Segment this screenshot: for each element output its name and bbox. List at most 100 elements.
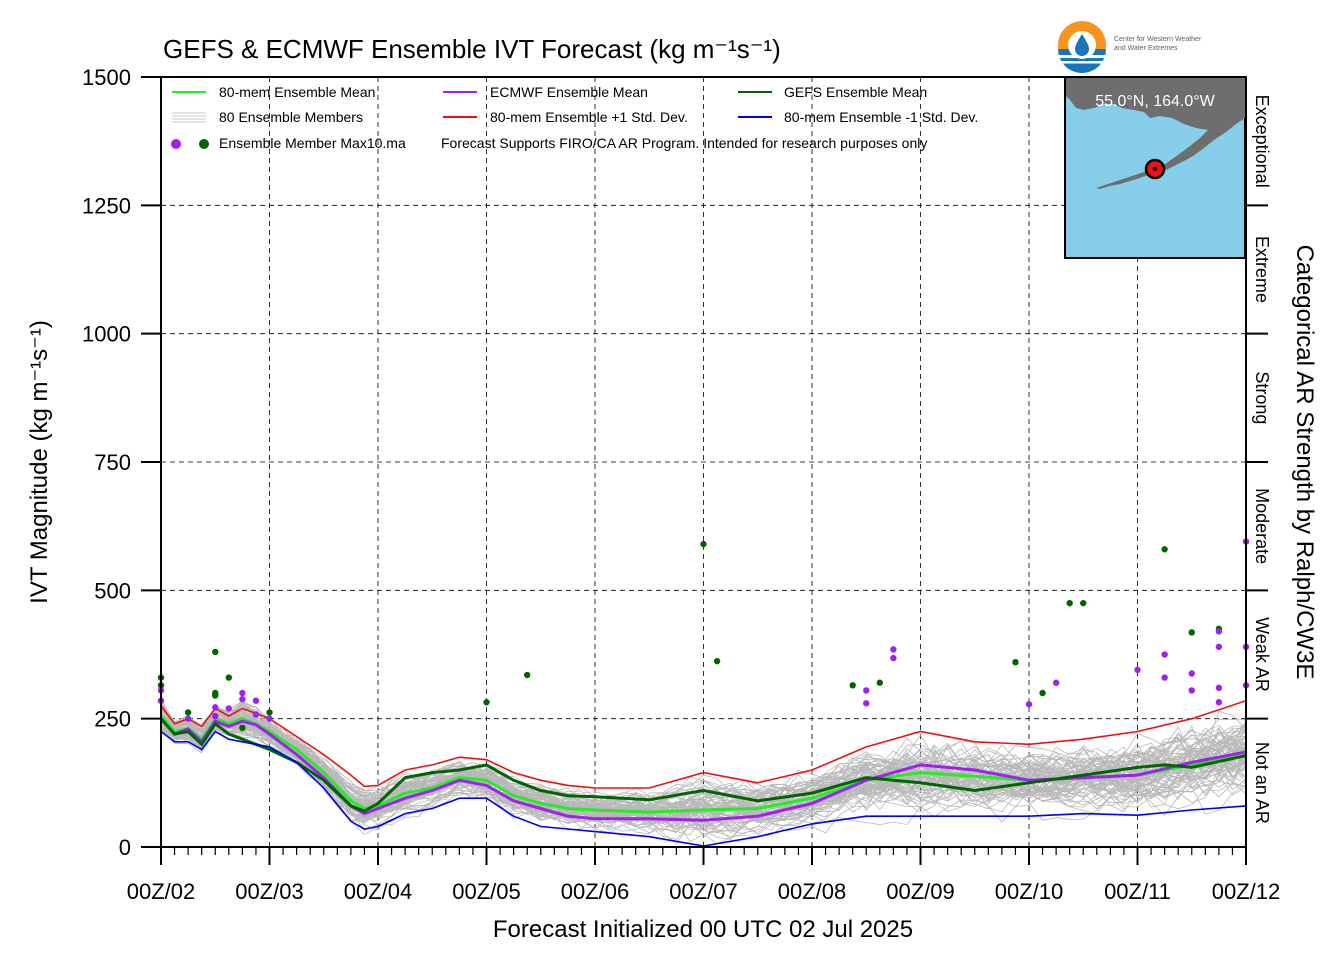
legend-disclaimer: Forecast Supports FIRO/CA AR Program. In… <box>441 135 927 151</box>
legend-label-mean80: 80-mem Ensemble Mean <box>219 84 375 100</box>
ensemble-member-line <box>161 700 1246 806</box>
member-max-point-ecmwf <box>1215 684 1223 692</box>
category-axis-label: Categorical AR Strength by Ralph/CW3E <box>1291 245 1318 680</box>
x-tick-label: 00Z/12 <box>1212 879 1281 904</box>
member-max-point-ecmwf <box>890 646 897 653</box>
map-coordinate-label: 55.0°N, 164.0°W <box>1095 93 1215 110</box>
member-max-point-gefs <box>700 540 707 548</box>
member-max-point-ecmwf <box>1161 651 1168 658</box>
member-max-point-ecmwf <box>252 711 260 718</box>
x-tick-label: 00Z/03 <box>235 879 304 904</box>
member-max-point-ecmwf <box>1052 679 1060 686</box>
member-max-point-ecmwf <box>1188 670 1195 677</box>
ensemble-member-line <box>161 722 1246 821</box>
category-label: Weak AR <box>1252 617 1272 692</box>
member-max-point-gefs <box>1161 546 1168 553</box>
member-max-point-ecmwf <box>212 704 219 711</box>
category-axis-ticks: Not an AR Weak AR Moderate Strong Extreme Exc… <box>1246 95 1272 824</box>
map-land-alaska <box>1066 78 1245 170</box>
ensemble-member-line <box>161 699 1246 816</box>
y-tick-label: 0 <box>119 835 131 860</box>
category-label: Exceptional <box>1252 95 1272 188</box>
x-tick-label: 00Z/05 <box>452 879 521 904</box>
ensemble-member-line <box>161 724 1246 831</box>
member-max-point-ecmwf <box>225 705 233 712</box>
member-max-point-ecmwf <box>1215 643 1223 650</box>
legend-label-members: 80 Ensemble Members <box>219 109 363 125</box>
member-max-point-gefs <box>849 682 856 689</box>
series-lines <box>161 699 1246 847</box>
legend-label-max10: Ensemble Member Max10.ma <box>219 135 406 151</box>
member-max-point-gefs <box>1188 629 1195 636</box>
ensemble-member-line <box>161 703 1246 815</box>
member-max-point-gefs <box>1012 659 1019 666</box>
x-tick-label: 00Z/04 <box>344 879 413 904</box>
legend-swatch-members <box>172 112 206 123</box>
y-tick-label: 1000 <box>82 322 131 347</box>
member-max-point-gefs <box>483 699 490 706</box>
ensemble-member-line <box>161 711 1246 840</box>
legend-label-gefs-mean: GEFS Ensemble Mean <box>784 84 927 100</box>
category-label: Moderate <box>1252 488 1272 564</box>
y-axis-label: IVT Magnitude (kg m⁻¹s⁻¹) <box>26 320 53 604</box>
member-max-point-ecmwf <box>239 689 246 697</box>
member-max-point-ecmwf <box>863 700 870 707</box>
grid-lines <box>161 77 1246 847</box>
ensemble-member-line <box>161 702 1246 818</box>
x-axis-label: Forecast Initialized 00 UTC 02 Jul 2025 <box>493 916 913 943</box>
member-max-point-ecmwf <box>1161 674 1168 681</box>
x-tick-label: 00Z/08 <box>778 879 847 904</box>
series-line-3 <box>161 699 1246 789</box>
legend-swatch-max-ecmwf <box>171 139 181 149</box>
x-tick-label: 00Z/06 <box>561 879 630 904</box>
category-label: Extreme <box>1252 236 1272 303</box>
legend-swatch-max-gefs <box>199 139 209 149</box>
ensemble-member-line <box>161 708 1246 829</box>
member-max-point-ecmwf <box>1134 666 1141 674</box>
y-tick-label: 750 <box>94 450 131 475</box>
member-max-point-gefs <box>266 709 273 716</box>
member-max-point-gefs <box>876 679 884 686</box>
x-tick-label: 00Z/07 <box>669 879 738 904</box>
x-tick-label: 00Z/09 <box>886 879 955 904</box>
y-axis-ticks: 0 250 500 750 1000 1250 1500 <box>82 65 161 860</box>
series-line-0 <box>161 715 1246 814</box>
category-label: Strong <box>1252 371 1272 424</box>
member-max-point-ecmwf <box>266 715 273 722</box>
series-line-4 <box>161 730 1246 847</box>
map-land-aleutians <box>1096 169 1160 189</box>
cw3e-logo: Center for Western Weather and Water Ext… <box>1058 21 1202 73</box>
y-tick-label: 500 <box>94 578 131 603</box>
member-max-point-ecmwf <box>239 695 246 703</box>
member-max-point-ecmwf <box>1215 628 1223 635</box>
x-tick-label: 00Z/02 <box>127 879 196 904</box>
ensemble-member-line <box>161 705 1246 827</box>
member-max-point-gefs <box>1039 689 1046 697</box>
member-max-point-gefs <box>1080 599 1087 607</box>
y-tick-label: 1500 <box>82 65 131 90</box>
category-label: Not an AR <box>1252 742 1272 824</box>
member-max-point-ecmwf <box>890 654 897 662</box>
series-line-2 <box>161 717 1246 813</box>
member-max-point-gefs <box>212 692 219 699</box>
member-max-point-ecmwf <box>252 697 260 704</box>
cw3e-drop-logo-icon <box>1058 21 1106 73</box>
ensemble-member-line <box>161 700 1246 807</box>
x-tick-label: 00Z/10 <box>995 879 1064 904</box>
member-max-point-ecmwf <box>212 712 219 720</box>
x-axis-ticks: 00Z/02 00Z/03 00Z/04 00Z/05 00Z/06 00Z/07 00Z/… <box>127 847 1281 904</box>
member-max-point-gefs <box>225 674 233 681</box>
member-max-point-gefs <box>713 657 721 665</box>
member-max-point-ecmwf <box>1215 699 1223 706</box>
member-max-point-ecmwf <box>1025 701 1033 708</box>
member-max-point-gefs <box>184 709 192 716</box>
legend-label-plus-sd: 80-mem Ensemble +1 Std. Dev. <box>490 109 688 125</box>
member-max-point-gefs <box>523 671 531 679</box>
member-max-point-ecmwf <box>863 687 870 694</box>
logo-text-line1: Center for Western Weather <box>1114 36 1202 43</box>
member-max-points <box>157 538 1250 732</box>
inset-map: 55.0°N, 164.0°W <box>1064 76 1246 259</box>
x-tick-label: 00Z/11 <box>1104 879 1171 904</box>
series-line-1 <box>161 717 1246 822</box>
